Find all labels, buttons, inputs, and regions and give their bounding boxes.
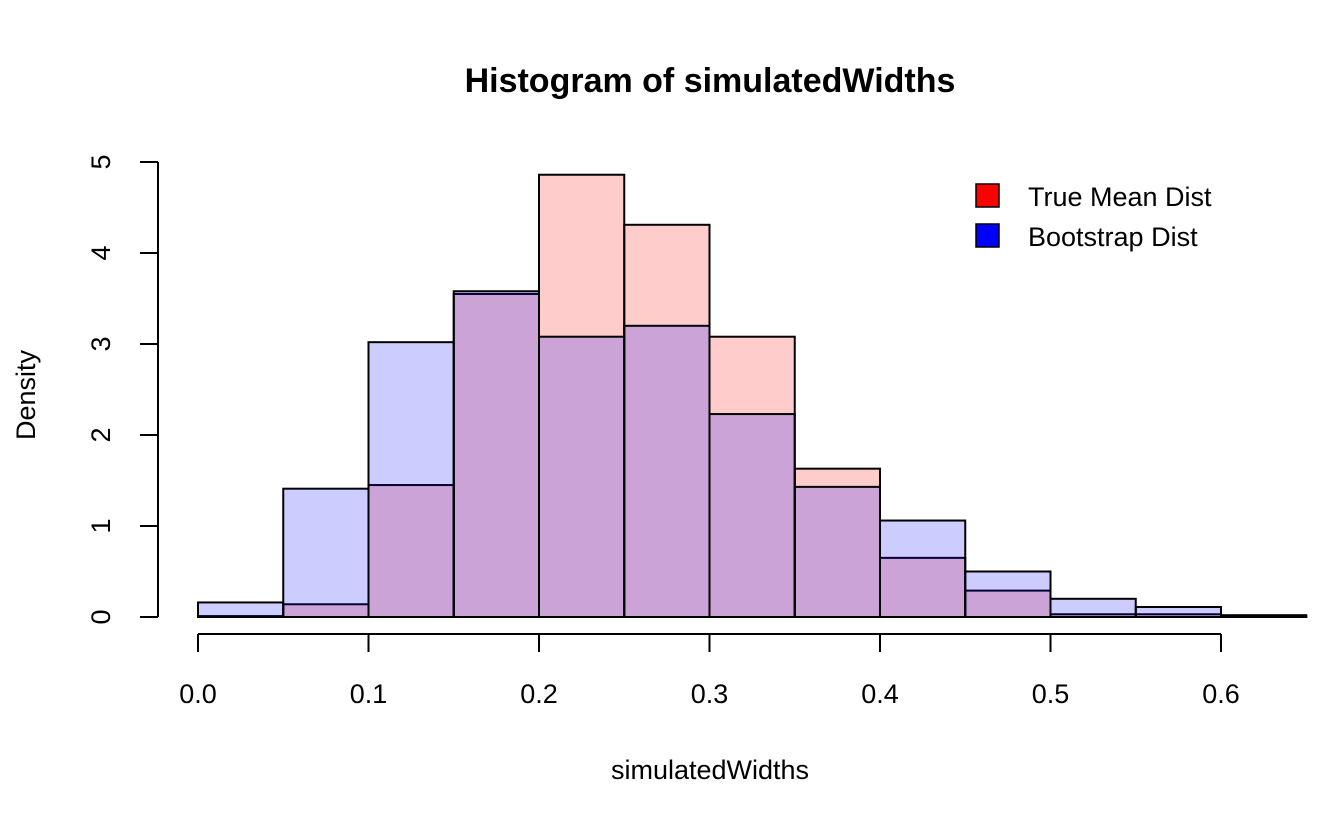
legend-item: Bootstrap Dist <box>975 222 1198 252</box>
bar-series-1-bin-10 <box>1049 597 1137 618</box>
legend-label: Bootstrap Dist <box>1028 222 1198 252</box>
x-tick-label: 0.0 <box>179 679 217 709</box>
bar-series-1-bin-1 <box>282 487 370 618</box>
legend-label: True Mean Dist <box>1028 182 1212 212</box>
y-tick-label: 0 <box>86 609 116 624</box>
bar-series-1-bin-9 <box>964 570 1052 618</box>
legend-swatch <box>975 223 1000 248</box>
bar-series-0-bin-2 <box>367 484 455 618</box>
y-tick-label: 5 <box>86 154 116 169</box>
x-tick-label: 0.3 <box>691 679 729 709</box>
y-tick-label: 1 <box>86 518 116 533</box>
bar-series-1-bin-3 <box>452 290 540 618</box>
bar-series-1-bin-4 <box>538 335 626 618</box>
bar-series-1-bin-8 <box>879 519 967 618</box>
bar-series-1-bin-6 <box>708 413 796 618</box>
x-axis-label: simulatedWidths <box>611 755 809 785</box>
bar-series-1-bin-5 <box>623 324 711 618</box>
x-tick-label: 0.6 <box>1202 679 1240 709</box>
legend: True Mean Dist Bootstrap Dist <box>975 182 1212 252</box>
bar-series-1-bin-7 <box>793 485 881 618</box>
x-tick-label: 0.2 <box>520 679 558 709</box>
bars-layer <box>197 173 1308 619</box>
bar-series-1-bin-2 <box>367 341 455 618</box>
y-tick-label: 3 <box>86 336 116 351</box>
x-axis: 0.0 0.1 0.2 0.3 0.4 0.5 0.6 <box>179 633 1240 709</box>
y-tick-label: 4 <box>86 245 116 260</box>
x-tick-label: 0.4 <box>861 679 899 709</box>
bar-series-1-bin-11 <box>1134 605 1222 618</box>
x-tick-label: 0.5 <box>1032 679 1070 709</box>
y-tick-label: 2 <box>86 427 116 442</box>
legend-swatch <box>975 183 1000 208</box>
x-tick-label: 0.1 <box>350 679 388 709</box>
legend-item: True Mean Dist <box>975 182 1212 212</box>
chart-title: Histogram of simulatedWidths <box>465 62 956 100</box>
bar-series-1-bin-0 <box>197 601 285 619</box>
y-axis: 0 1 2 3 4 5 <box>86 154 159 625</box>
y-axis-label: Density <box>11 349 41 440</box>
